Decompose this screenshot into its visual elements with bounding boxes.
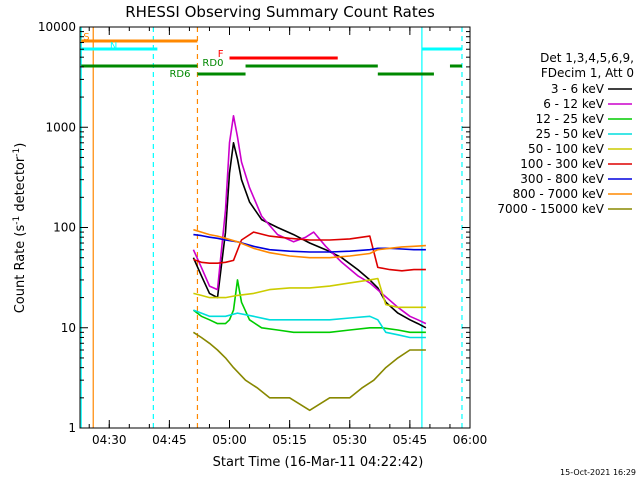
y-tick-label-2: 100 <box>53 221 76 235</box>
y-tick-label-4: 10000 <box>38 20 76 34</box>
series-line-3 <box>193 309 426 339</box>
y-label-exponent-2: -1 <box>12 148 22 157</box>
y-label-close: ) <box>13 143 28 148</box>
legend: Det 1,3,4,5,6,9, FDecim 1, Att 0 3 - 6 k… <box>497 51 634 216</box>
legend-label-0: 3 - 6 keV <box>551 82 605 96</box>
legend-label-5: 100 - 300 keV <box>520 157 604 171</box>
series-line-0 <box>192 142 427 329</box>
y-tick-label-1: 10 <box>61 321 76 335</box>
x-tick-label-1: 04:45 <box>152 433 187 447</box>
legend-label-4: 50 - 100 keV <box>528 142 605 156</box>
x-tick-label-5: 05:45 <box>393 433 428 447</box>
plot-frame <box>79 26 471 429</box>
legend-label-7: 800 - 7000 keV <box>513 187 605 201</box>
series-line-2 <box>192 279 426 334</box>
legend-label-2: 12 - 25 keV <box>536 112 605 126</box>
y-tick-label-0: 1 <box>68 421 76 435</box>
x-tick-label-6: 06:00 <box>453 433 488 447</box>
timestamp: 15-Oct-2021 16:29 <box>560 468 636 477</box>
series-line-7 <box>193 228 426 259</box>
flag-label-s: S <box>83 32 89 43</box>
flag-label-rd6: RD6 <box>169 69 190 80</box>
x-tick-label-0: 04:30 <box>92 433 127 447</box>
x-tick-label-4: 05:30 <box>332 433 367 447</box>
legend-label-8: 7000 - 15000 keV <box>497 202 604 216</box>
legend-label-6: 300 - 800 keV <box>520 172 604 186</box>
x-axis: 04:30 04:45 05:00 05:15 05:30 05:45 06:00 <box>88 27 488 447</box>
y-tick-label-3: 1000 <box>45 120 76 134</box>
chart-title: RHESSI Observing Summary Count Rates <box>125 3 435 21</box>
x-tick-label-3: 05:15 <box>272 433 307 447</box>
x-tick-label-2: 05:00 <box>212 433 247 447</box>
y-axis: 1 10 100 1000 10000 <box>38 20 470 435</box>
y-label-mid: detector <box>13 156 28 216</box>
flag-label-rd0: RD0 <box>202 58 223 69</box>
y-label-main: Count Rate (s <box>13 225 28 314</box>
legend-header-line-1: Det 1,3,4,5,6,9, <box>540 51 634 65</box>
series-line-5 <box>193 231 426 272</box>
series-line-4 <box>193 277 426 309</box>
flag-label-n: N <box>110 41 117 52</box>
y-label-exponent-1: -1 <box>12 216 22 225</box>
legend-label-1: 6 - 12 keV <box>543 97 605 111</box>
y-axis-label: Count Rate (s-1 detector-1) <box>12 143 28 314</box>
series-line-1 <box>192 115 427 325</box>
legend-label-3: 25 - 50 keV <box>536 127 605 141</box>
series-line-8 <box>192 331 426 412</box>
x-axis-label: Start Time (16-Mar-11 04:22:42) <box>213 455 424 470</box>
flag-label-f: F <box>218 49 224 60</box>
legend-header-line-2: FDecim 1, Att 0 <box>541 66 634 80</box>
